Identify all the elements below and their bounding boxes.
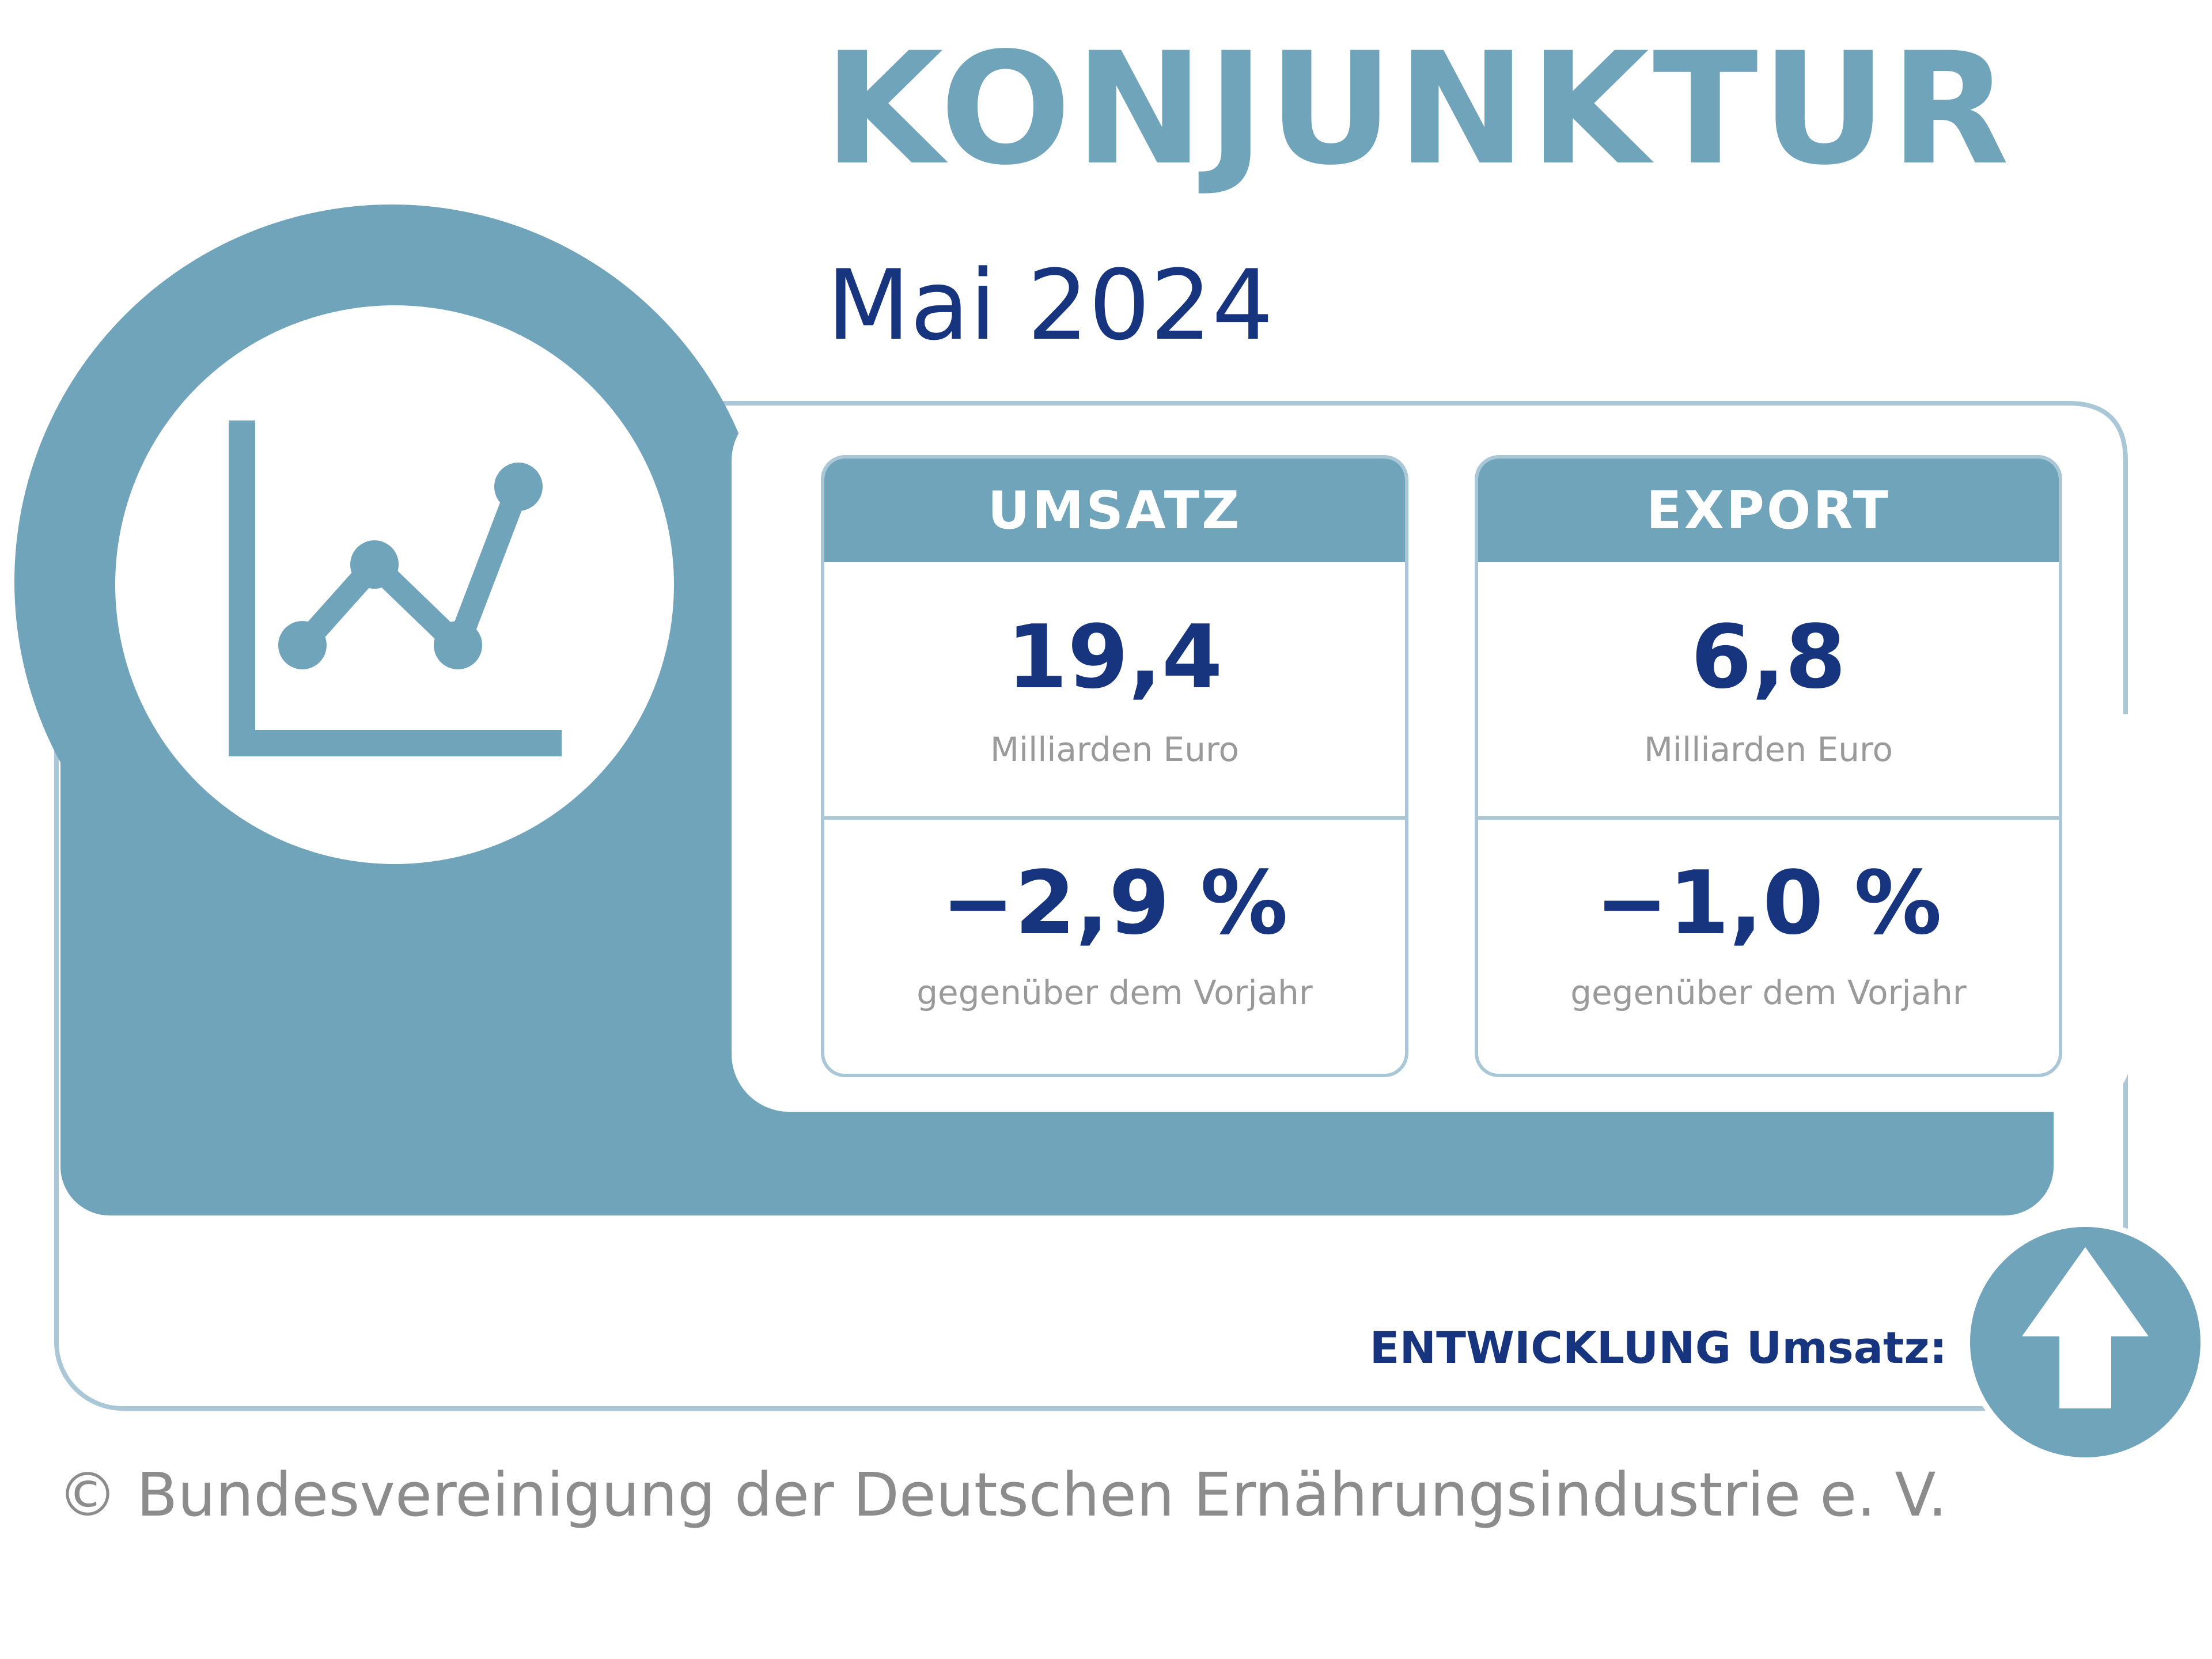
card-value-section: 6,8 Milliarden Euro (1478, 562, 2059, 820)
card-change-section: −1,0 % gegenüber dem Vorjahr (1478, 820, 2059, 1074)
card-value: 6,8 (1691, 606, 1846, 708)
arrow-up-icon (1964, 1221, 2206, 1463)
page-subtitle: Mai 2024 (827, 249, 1274, 362)
card-header: EXPORT (1478, 459, 2059, 562)
card-change: −1,0 % (1595, 852, 1942, 954)
card-unit: Milliarden Euro (990, 730, 1240, 769)
card-change-note: gegenüber dem Vorjahr (916, 973, 1313, 1012)
white-panel-edge (732, 401, 2128, 714)
card-change-section: −2,9 % gegenüber dem Vorjahr (824, 820, 1405, 1074)
card-header: UMSATZ (824, 459, 1405, 562)
card-value-section: 19,4 Milliarden Euro (824, 562, 1405, 820)
card-unit: Milliarden Euro (1643, 730, 1893, 769)
card-umsatz: UMSATZ 19,4 Milliarden Euro −2,9 % gegen… (821, 455, 1408, 1077)
page-title: KONJUNKTUR (824, 20, 2013, 199)
trend-label: ENTWICKLUNG Umsatz: (1369, 1322, 1947, 1373)
card-change: −2,9 % (941, 852, 1288, 954)
copyright-text: © Bundesvereinigung der Deutschen Ernähr… (58, 1460, 1948, 1530)
card-value: 19,4 (1006, 606, 1223, 708)
card-export: EXPORT 6,8 Milliarden Euro −1,0 % gegenü… (1475, 455, 2062, 1077)
line-chart-icon (229, 421, 562, 756)
card-change-note: gegenüber dem Vorjahr (1570, 973, 1967, 1012)
